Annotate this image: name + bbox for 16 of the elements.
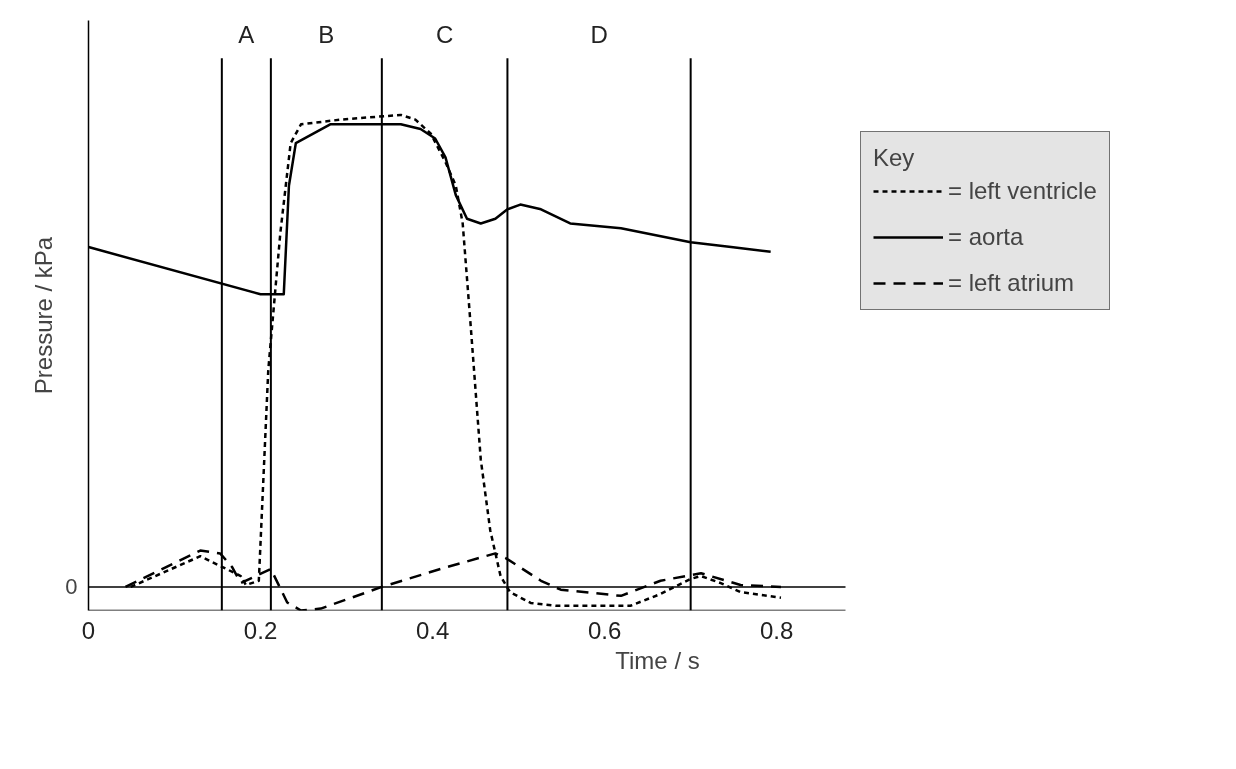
legend-title: Key bbox=[873, 144, 916, 172]
text: D bbox=[590, 20, 608, 48]
text: C bbox=[435, 20, 454, 48]
x-axis-title: Time / s bbox=[615, 646, 700, 674]
text: A bbox=[238, 20, 255, 48]
ref-line-label: 0 bbox=[65, 574, 78, 600]
x-tick-label: 0.6 bbox=[587, 616, 622, 644]
y-axis-title: Pressure / kPa bbox=[30, 236, 58, 395]
text: B bbox=[318, 20, 335, 48]
legend-label: = left atrium bbox=[948, 269, 1075, 297]
legend-label: = aorta bbox=[948, 223, 1024, 251]
x-tick-label: 0.8 bbox=[760, 616, 794, 644]
x-tick-label: 0.2 bbox=[243, 616, 278, 644]
legend-label: = left ventricle bbox=[948, 177, 1097, 205]
x-tick-label: 0 bbox=[81, 616, 96, 644]
x-tick-label: 0.4 bbox=[415, 616, 450, 644]
